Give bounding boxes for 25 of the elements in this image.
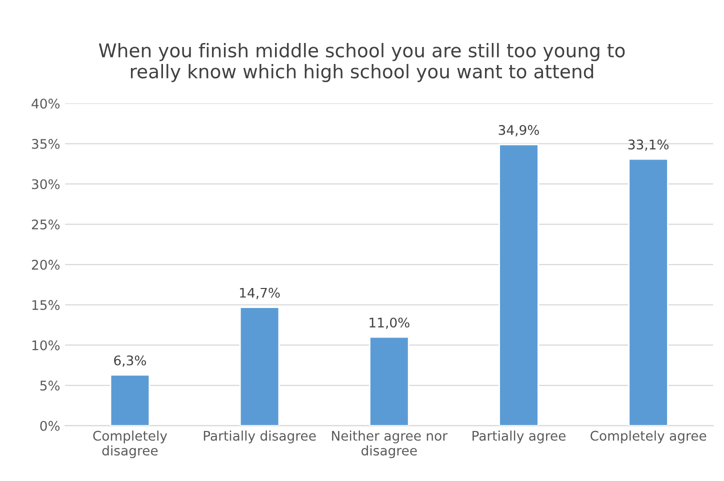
data-label: 14,7% (240, 288, 280, 300)
data-label: 34,9% (498, 125, 539, 136)
x-tick-label: Completely disagree (93, 430, 168, 458)
y-tick-label: 10% (32, 340, 60, 350)
y-tick-label: 40% (32, 98, 60, 109)
data-label: 11,0% (370, 318, 410, 329)
bar (239, 306, 280, 426)
y-tick-label: 35% (32, 138, 60, 149)
y-tick-label: 5% (40, 380, 60, 391)
x-tick-label: Neither agree nor disagree (332, 430, 448, 458)
data-label: 33,1% (628, 140, 669, 151)
y-tick-label: 0% (40, 420, 60, 431)
bar (369, 336, 410, 426)
y-tick-label: 25% (32, 219, 60, 230)
chart-title: When you finish middle school you are still too young to really know which high school you want to attend (98, 42, 625, 82)
y-tick-label: 30% (32, 179, 60, 190)
data-label: 6,3% (114, 355, 146, 367)
y-tick-label: 15% (32, 300, 60, 310)
x-tick-label: Partially disagree (204, 430, 316, 444)
bar (498, 144, 539, 426)
x-tick-label: Partially agree (472, 430, 566, 444)
y-tick-label: 20% (32, 260, 60, 270)
bar (628, 158, 668, 426)
x-tick-label: Completely agree (590, 430, 706, 444)
bar (110, 374, 150, 426)
